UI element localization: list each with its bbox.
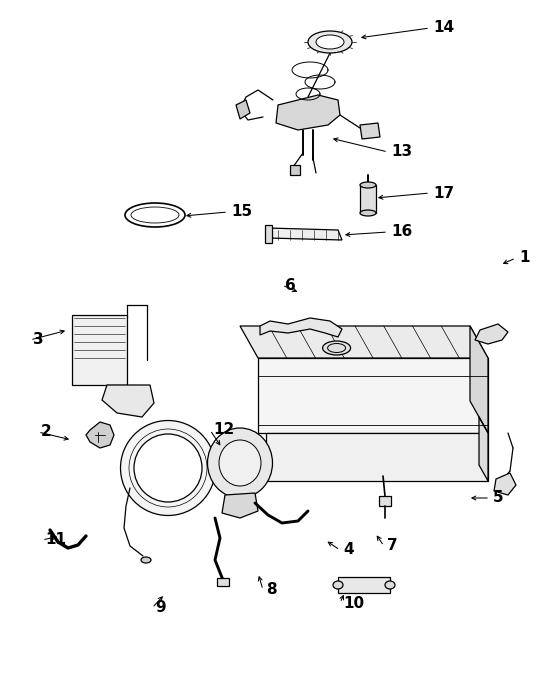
Polygon shape xyxy=(379,496,391,506)
Polygon shape xyxy=(360,123,380,139)
Polygon shape xyxy=(479,417,488,481)
Ellipse shape xyxy=(208,428,272,498)
Text: 2: 2 xyxy=(41,425,52,439)
Polygon shape xyxy=(276,95,340,130)
Text: 17: 17 xyxy=(433,186,454,201)
Ellipse shape xyxy=(308,31,352,53)
Text: 15: 15 xyxy=(231,205,252,219)
Polygon shape xyxy=(258,358,488,433)
Polygon shape xyxy=(470,326,488,433)
Polygon shape xyxy=(266,433,488,481)
Text: 16: 16 xyxy=(391,225,412,240)
Text: 1: 1 xyxy=(519,250,529,266)
Text: 9: 9 xyxy=(155,600,165,616)
Ellipse shape xyxy=(131,207,179,223)
Polygon shape xyxy=(338,577,390,593)
Ellipse shape xyxy=(316,35,344,49)
Text: 10: 10 xyxy=(343,596,364,610)
Text: 6: 6 xyxy=(285,277,296,293)
Ellipse shape xyxy=(360,210,376,216)
Polygon shape xyxy=(475,324,508,344)
Polygon shape xyxy=(494,473,516,495)
Text: 8: 8 xyxy=(266,583,277,598)
Polygon shape xyxy=(268,228,342,240)
Text: 3: 3 xyxy=(33,332,44,347)
Polygon shape xyxy=(265,225,272,243)
Polygon shape xyxy=(102,385,154,417)
Text: 11: 11 xyxy=(45,532,66,548)
Text: 7: 7 xyxy=(387,538,398,553)
Ellipse shape xyxy=(323,341,351,355)
Polygon shape xyxy=(236,100,250,119)
Polygon shape xyxy=(217,578,229,586)
Polygon shape xyxy=(360,185,376,213)
Polygon shape xyxy=(222,493,258,518)
Ellipse shape xyxy=(385,581,395,589)
Polygon shape xyxy=(86,422,114,448)
Text: 14: 14 xyxy=(433,20,454,36)
Text: 12: 12 xyxy=(213,423,234,437)
Text: 4: 4 xyxy=(343,542,353,557)
Ellipse shape xyxy=(134,434,202,502)
Polygon shape xyxy=(290,165,300,175)
Polygon shape xyxy=(260,318,342,337)
Text: 13: 13 xyxy=(391,145,412,160)
Ellipse shape xyxy=(121,421,215,516)
Text: 5: 5 xyxy=(493,491,504,505)
Polygon shape xyxy=(72,315,127,385)
Ellipse shape xyxy=(360,182,376,188)
Ellipse shape xyxy=(219,440,261,486)
Ellipse shape xyxy=(141,557,151,563)
Ellipse shape xyxy=(333,581,343,589)
Polygon shape xyxy=(240,326,488,358)
